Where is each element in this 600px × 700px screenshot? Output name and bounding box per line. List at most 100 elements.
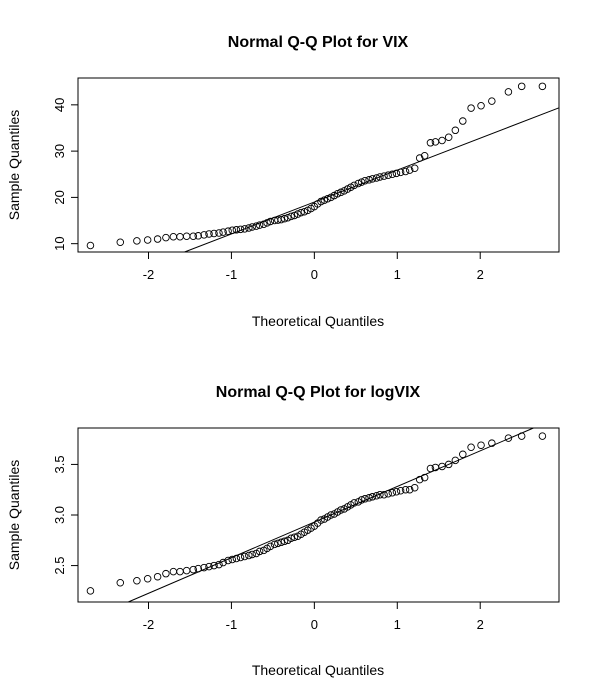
data-point — [517, 432, 526, 440]
data-point — [444, 133, 453, 141]
data-point — [372, 174, 381, 182]
x-tick-label: -2 — [143, 267, 155, 282]
x-tick-label: -1 — [226, 267, 238, 282]
data-point — [438, 136, 446, 145]
data-point — [219, 558, 227, 567]
data-point — [210, 229, 218, 238]
data-point — [467, 443, 475, 451]
y-tick-label: 10 — [52, 236, 67, 250]
x-axis: -2 -1 0 1 2 — [143, 252, 484, 282]
chart-title: Normal Q-Q Plot for VIX — [228, 34, 409, 51]
data-point — [380, 172, 388, 180]
data-point — [504, 434, 513, 442]
data-point — [451, 456, 460, 465]
data-point — [133, 577, 141, 585]
y-tick-label: 3.5 — [52, 455, 67, 473]
data-point — [384, 490, 392, 498]
data-point — [410, 164, 419, 172]
data-point — [372, 492, 381, 500]
data-point — [245, 551, 253, 560]
data-point — [194, 564, 202, 573]
data-point — [219, 228, 227, 236]
data-points — [86, 432, 547, 595]
data-point — [380, 491, 388, 499]
plot-frame — [77, 77, 560, 253]
data-point — [248, 550, 256, 559]
y-axis: 2.5 3.0 3.5 — [52, 455, 78, 575]
data-point — [290, 533, 299, 542]
data-point — [232, 554, 241, 563]
data-point — [189, 565, 198, 574]
data-point — [287, 212, 295, 221]
data-point — [280, 537, 289, 546]
y-tick-label: 2.5 — [52, 557, 67, 575]
y-tick-label: 40 — [52, 98, 67, 112]
data-point — [467, 104, 475, 112]
x-tick-label: 0 — [311, 267, 318, 282]
data-point — [86, 587, 95, 595]
data-point — [420, 151, 429, 160]
data-point — [189, 232, 198, 241]
data-point — [317, 516, 325, 524]
data-point — [396, 168, 405, 177]
x-tick-label: 0 — [311, 617, 318, 632]
data-point — [86, 241, 95, 250]
data-point — [215, 229, 223, 237]
data-point — [384, 171, 392, 179]
data-point — [368, 175, 377, 183]
data-point — [205, 230, 213, 238]
data-point — [263, 219, 271, 227]
data-point — [459, 117, 467, 125]
data-point — [405, 166, 414, 174]
data-point — [240, 225, 249, 233]
data-point — [133, 237, 141, 245]
data-point — [116, 579, 125, 587]
data-point — [277, 215, 285, 224]
data-point — [420, 473, 429, 482]
data-point — [401, 167, 410, 176]
y-tick-label: 20 — [52, 190, 67, 204]
data-point — [350, 181, 358, 190]
data-point — [517, 82, 526, 91]
data-point — [294, 210, 302, 218]
data-point — [266, 542, 275, 551]
data-point — [365, 176, 373, 184]
data-point — [116, 238, 125, 247]
data-point — [538, 432, 547, 440]
data-point — [162, 233, 170, 242]
data-point — [205, 562, 213, 571]
data-point — [277, 538, 285, 547]
data-point — [396, 486, 405, 495]
data-point — [224, 556, 232, 565]
data-point — [274, 539, 282, 548]
data-point — [354, 179, 363, 188]
data-point — [426, 139, 435, 147]
data-point — [357, 178, 366, 186]
data-point — [368, 493, 377, 501]
data-point — [215, 560, 223, 569]
data-point — [232, 226, 241, 234]
data-point — [200, 563, 208, 572]
y-axis: 10 20 30 40 — [52, 98, 78, 251]
x-tick-label: 2 — [477, 617, 484, 632]
y-tick-label: 30 — [52, 144, 67, 158]
qq-plot-logvix: Normal Q-Q Plot for logVIX -2 -1 0 1 2 2.5 3.… — [6, 384, 560, 678]
data-point — [361, 495, 369, 503]
x-axis-label: Theoretical Quantiles — [252, 313, 384, 329]
data-point — [284, 214, 292, 222]
data-point — [143, 574, 152, 583]
data-point — [488, 97, 496, 105]
qq-plot-vix: Normal Q-Q Plot for VIX -2 -1 0 1 2 10 20 30 40… — [6, 34, 560, 329]
x-tick-label: -1 — [226, 617, 238, 632]
data-point — [290, 211, 299, 220]
qq-reference-line — [184, 107, 560, 253]
data-point — [376, 491, 384, 499]
data-point — [392, 487, 401, 496]
data-point — [365, 494, 373, 502]
data-point — [194, 232, 202, 240]
data-point — [162, 569, 170, 578]
data-point — [270, 540, 279, 549]
data-point — [143, 236, 152, 244]
data-point — [361, 176, 369, 185]
